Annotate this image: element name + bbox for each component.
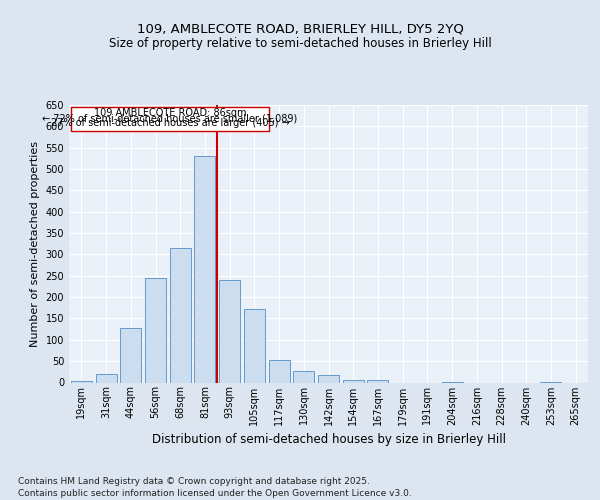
Bar — [170, 248, 191, 382]
Text: 109, AMBLECOTE ROAD, BRIERLEY HILL, DY5 2YQ: 109, AMBLECOTE ROAD, BRIERLEY HILL, DY5 … — [137, 22, 463, 36]
Bar — [367, 380, 388, 382]
Bar — [120, 328, 141, 382]
Y-axis label: Number of semi-detached properties: Number of semi-detached properties — [30, 141, 40, 347]
X-axis label: Distribution of semi-detached houses by size in Brierley Hill: Distribution of semi-detached houses by … — [151, 433, 505, 446]
Text: ← 72% of semi-detached houses are smaller (1,089): ← 72% of semi-detached houses are smalle… — [43, 113, 298, 123]
Bar — [145, 278, 166, 382]
Bar — [244, 309, 265, 382]
Text: Contains HM Land Registry data © Crown copyright and database right 2025.
Contai: Contains HM Land Registry data © Crown c… — [18, 476, 412, 498]
Text: 109 AMBLECOTE ROAD: 86sqm: 109 AMBLECOTE ROAD: 86sqm — [94, 108, 247, 118]
Bar — [95, 374, 116, 382]
Bar — [71, 107, 269, 130]
Text: 27% of semi-detached houses are larger (405) →: 27% of semi-detached houses are larger (… — [51, 118, 289, 128]
Bar — [269, 360, 290, 382]
Text: Size of property relative to semi-detached houses in Brierley Hill: Size of property relative to semi-detach… — [109, 38, 491, 51]
Bar — [194, 156, 215, 382]
Bar — [219, 280, 240, 382]
Bar — [71, 381, 92, 382]
Bar — [343, 380, 364, 382]
Bar — [318, 375, 339, 382]
Bar — [293, 371, 314, 382]
